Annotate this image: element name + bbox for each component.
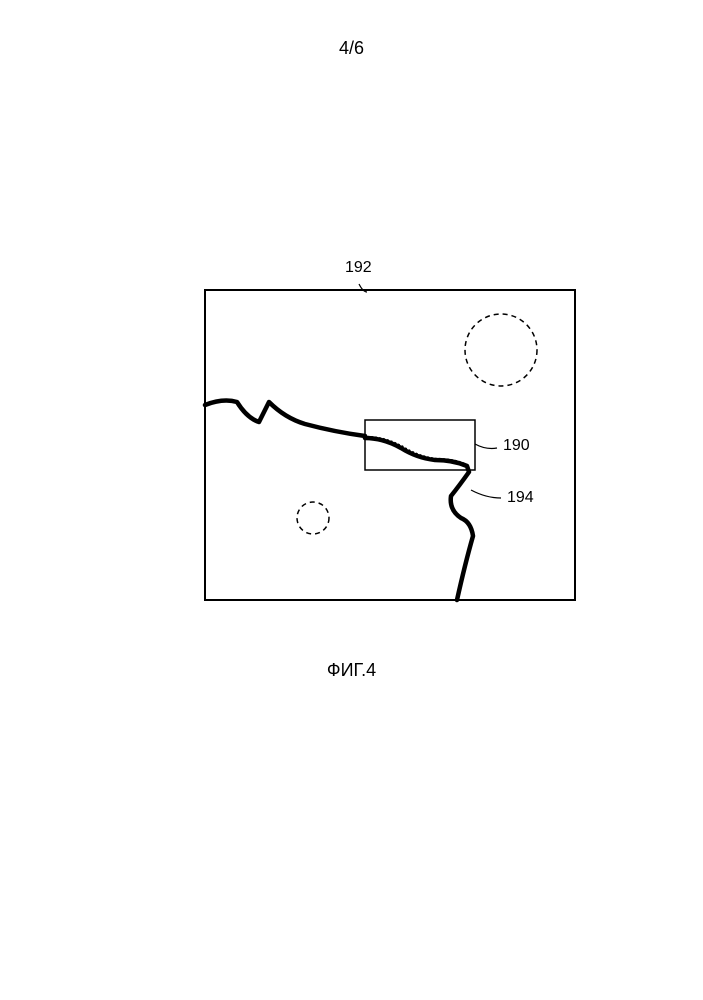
leader-line-194 <box>471 490 501 498</box>
figure-svg: 192 190 194 <box>170 260 610 620</box>
main-curve <box>205 401 473 600</box>
page-number: 4/6 <box>339 38 364 59</box>
label-192: 192 <box>345 260 372 276</box>
leader-line-190 <box>475 444 497 449</box>
label-194: 194 <box>507 489 534 506</box>
labels: 192 190 194 <box>345 260 534 506</box>
dashed-circle-large <box>465 314 537 386</box>
figure-caption: ФИГ.4 <box>327 660 376 681</box>
label-190: 190 <box>503 437 530 454</box>
dashed-circle-small <box>297 502 329 534</box>
figure-4: 192 190 194 <box>170 260 540 570</box>
